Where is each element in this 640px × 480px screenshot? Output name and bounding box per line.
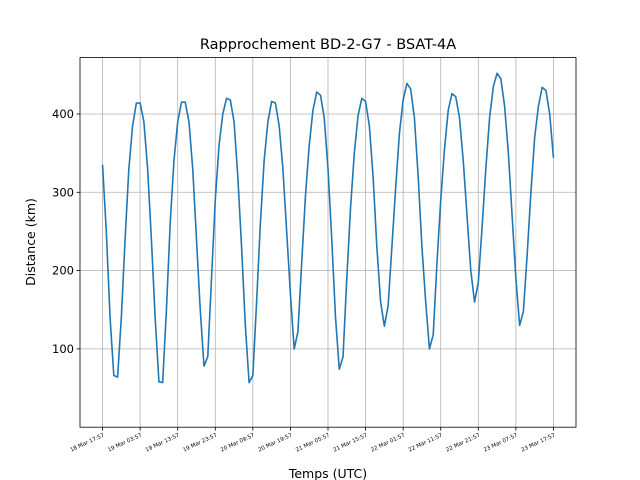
plot-frame <box>79 57 577 428</box>
x-axis-label: Temps (UTC) <box>288 466 367 480</box>
y-tick-label: 300 <box>52 185 74 199</box>
y-tick-label: 200 <box>52 264 74 278</box>
y-tick-label: 400 <box>52 107 74 121</box>
y-axis-label: Distance (km) <box>23 198 38 286</box>
line-series <box>101 72 555 384</box>
y-tick-label: 100 <box>52 342 74 356</box>
chart-title: Rapprochement BD-2-G7 - BSAT-4A <box>200 37 456 53</box>
